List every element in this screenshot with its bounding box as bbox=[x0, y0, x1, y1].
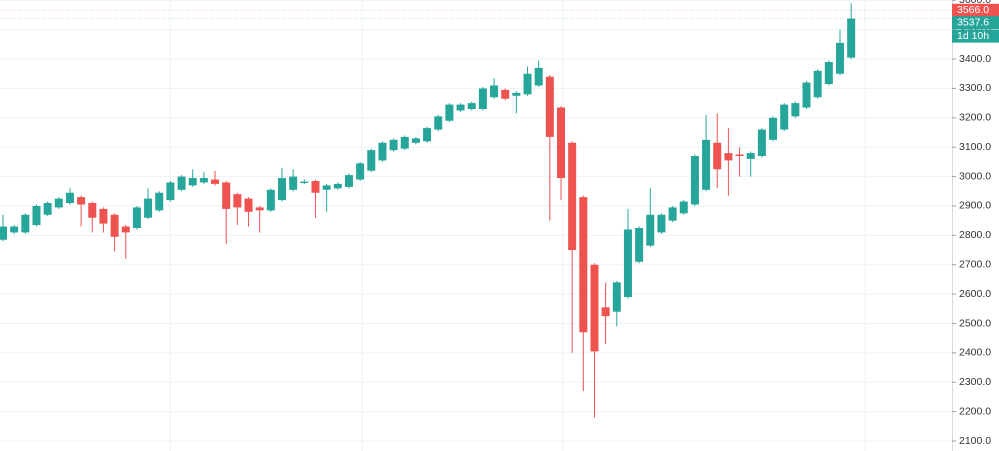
candle-body bbox=[77, 197, 86, 205]
candle-body bbox=[333, 183, 342, 189]
candle-body bbox=[557, 107, 565, 179]
candle-body bbox=[769, 117, 778, 140]
y-tick-label: 3200.0 bbox=[959, 112, 991, 124]
candle-body bbox=[534, 67, 543, 86]
candle-body bbox=[612, 282, 621, 312]
y-tick-label: 2700.0 bbox=[959, 259, 991, 271]
candle-body bbox=[244, 198, 253, 212]
candle-body bbox=[523, 73, 532, 95]
countdown: 1d 10h bbox=[957, 30, 989, 42]
candle-body bbox=[199, 178, 208, 183]
candle-body bbox=[679, 201, 688, 214]
candle-body bbox=[32, 205, 41, 226]
candle-body bbox=[490, 85, 499, 98]
y-tick-label: 2200.0 bbox=[959, 405, 991, 417]
y-tick-label: 3600.0 bbox=[959, 0, 991, 6]
candle-body bbox=[155, 192, 164, 211]
candle-body bbox=[21, 214, 30, 233]
candle-body bbox=[65, 192, 74, 204]
candle-body bbox=[10, 226, 19, 233]
candle-body bbox=[211, 179, 220, 184]
candle-body bbox=[735, 154, 744, 157]
candle-body bbox=[478, 88, 487, 110]
candle-body bbox=[177, 176, 186, 190]
candle-body bbox=[43, 203, 52, 215]
candle-body bbox=[545, 76, 554, 137]
price-label: 3537.6 bbox=[957, 16, 989, 28]
candle-body bbox=[367, 150, 376, 171]
candle-body bbox=[289, 176, 298, 190]
candle-body bbox=[378, 142, 387, 161]
y-tick-label: 2100.0 bbox=[959, 435, 991, 447]
candle-body bbox=[757, 129, 766, 157]
candle-body bbox=[400, 136, 409, 149]
y-tick-label: 3400.0 bbox=[959, 53, 991, 65]
y-tick-label: 3000.0 bbox=[959, 170, 991, 182]
candle-body bbox=[568, 142, 577, 251]
candle-body bbox=[724, 153, 733, 161]
price-label-box bbox=[952, 3, 999, 17]
candle-body bbox=[579, 197, 588, 333]
candle-body bbox=[0, 226, 7, 240]
candle-body bbox=[99, 208, 108, 224]
candle-body bbox=[54, 198, 63, 208]
candle-body bbox=[713, 142, 722, 170]
candle-body bbox=[311, 180, 320, 193]
candle-body bbox=[121, 226, 130, 233]
y-tick-label: 2900.0 bbox=[959, 200, 991, 212]
candle-body bbox=[389, 139, 398, 151]
candle-body bbox=[132, 207, 141, 228]
candle-body bbox=[635, 227, 644, 262]
y-tick-label: 3300.0 bbox=[959, 82, 991, 94]
candle-body bbox=[802, 82, 811, 108]
y-tick-label: 2400.0 bbox=[959, 347, 991, 359]
candle-body bbox=[646, 214, 655, 246]
candle-body bbox=[702, 139, 711, 190]
candle-body bbox=[847, 18, 856, 58]
candle-body bbox=[322, 185, 331, 190]
candle-body bbox=[344, 175, 353, 187]
candle-body bbox=[601, 307, 610, 317]
candle-body bbox=[467, 103, 476, 110]
candle-body bbox=[791, 103, 800, 117]
candle-body bbox=[110, 214, 119, 237]
y-tick-label: 2600.0 bbox=[959, 288, 991, 300]
candle-body bbox=[144, 198, 153, 218]
candle-body bbox=[423, 128, 432, 142]
candle-body bbox=[166, 182, 175, 201]
y-tick-label: 2500.0 bbox=[959, 317, 991, 329]
candle-body bbox=[188, 178, 197, 186]
price-label-box bbox=[952, 16, 999, 30]
candle-body bbox=[222, 182, 231, 209]
candle-body bbox=[836, 42, 844, 74]
candle-body bbox=[668, 207, 677, 221]
candle-body bbox=[590, 264, 599, 352]
candle-body bbox=[278, 178, 286, 201]
candle-body bbox=[88, 203, 97, 218]
candle-body bbox=[434, 116, 443, 130]
candle-body bbox=[300, 181, 309, 184]
candle-body bbox=[255, 207, 264, 211]
candle-body bbox=[690, 156, 699, 205]
candle-body bbox=[356, 163, 365, 180]
candle-body bbox=[623, 229, 632, 298]
price-label: 3566.0 bbox=[957, 4, 989, 16]
candle-body bbox=[780, 104, 789, 130]
candle-body bbox=[657, 214, 666, 233]
candle-body bbox=[746, 153, 755, 159]
candle-body bbox=[824, 61, 833, 85]
y-tick-label: 2300.0 bbox=[959, 376, 991, 388]
y-tick-label: 2800.0 bbox=[959, 229, 991, 241]
candle-body bbox=[445, 104, 454, 121]
candle-body bbox=[813, 70, 822, 98]
countdown-box bbox=[952, 29, 999, 43]
candle-body bbox=[456, 104, 465, 111]
candle-body bbox=[233, 194, 242, 208]
candle-body bbox=[501, 89, 510, 99]
y-tick-label: 3100.0 bbox=[959, 141, 991, 153]
candle-body bbox=[411, 138, 420, 143]
candle-body bbox=[266, 189, 275, 211]
candle-body bbox=[512, 92, 521, 96]
